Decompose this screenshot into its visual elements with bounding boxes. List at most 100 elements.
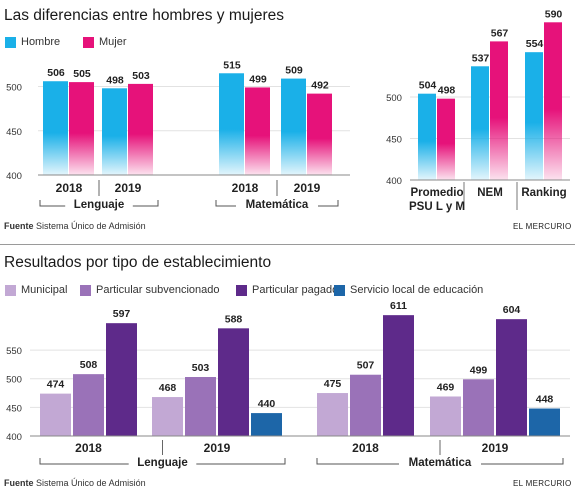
legend-item-hombre: Hombre xyxy=(5,36,60,48)
x-tick-0-line2: PSU L y M xyxy=(409,201,465,213)
data-label-particular-pagado-3: 604 xyxy=(503,304,521,316)
data-label-mujer-1: 503 xyxy=(132,70,150,82)
group-label-matematica: Matemática xyxy=(246,199,309,211)
legend-label-particular-pagado: Particular pagado xyxy=(252,284,339,296)
legend-swatch-particular-pagado xyxy=(236,284,247,296)
y-tick-450: 450 xyxy=(386,135,402,146)
bar-particular-subvencionado-2 xyxy=(350,374,381,436)
y-tick-500: 500 xyxy=(6,83,22,94)
data-label-hombre-2: 554 xyxy=(526,38,544,50)
bar-servicio-local-de-educacion-3 xyxy=(529,408,560,436)
bar-mujer-0 xyxy=(437,98,455,180)
group-label-lenguaje: Lenguaje xyxy=(137,457,187,469)
data-label-mujer-1: 567 xyxy=(491,27,509,39)
x-tick-0: 2018 xyxy=(56,181,83,195)
section-divider xyxy=(0,244,575,245)
y-tick-400: 400 xyxy=(6,171,22,182)
data-label-municipal-3: 469 xyxy=(437,381,455,393)
y-tick-500: 500 xyxy=(386,93,402,104)
section1-footer: Fuente Sistema Único de Admisión xyxy=(4,221,146,231)
data-label-hombre-2: 515 xyxy=(223,59,241,71)
data-label-particular-subvencionado-1: 503 xyxy=(192,362,210,374)
y-tick-450: 450 xyxy=(6,127,22,138)
x-tick-1: NEM xyxy=(477,187,503,199)
legend-label-mujer: Mujer xyxy=(99,36,127,48)
legend-item-particular-subvencionado: Particular subvencionado xyxy=(80,284,220,296)
data-label-mujer-2: 590 xyxy=(545,8,563,20)
legend-swatch-mujer xyxy=(83,36,94,48)
section1-title: Las diferencias entre hombres y mujeres xyxy=(4,7,284,24)
data-label-hombre-0: 504 xyxy=(419,80,437,92)
legend-label-hombre: Hombre xyxy=(21,36,61,48)
bar-municipal-3 xyxy=(430,396,461,436)
data-label-particular-subvencionado-2: 507 xyxy=(357,360,375,372)
y-tick-550: 550 xyxy=(6,346,22,357)
bar-hombre-0 xyxy=(43,81,68,175)
data-label-hombre-3: 509 xyxy=(285,65,303,77)
section1-brand: EL MERCURIO xyxy=(513,222,572,231)
group-label-matematica: Matemática xyxy=(409,457,472,469)
legend-item-servicio-local: Servicio local de educación xyxy=(334,284,483,296)
x-tick-1: 2019 xyxy=(115,181,142,195)
bar-mujer-1 xyxy=(490,41,508,180)
group-label-lenguaje: Lenguaje xyxy=(74,199,124,211)
bar-particular-pagado-1 xyxy=(218,328,249,436)
bar-hombre-2 xyxy=(525,52,543,180)
bar-particular-subvencionado-0 xyxy=(73,374,104,436)
chart-gender-subjects: 400 450 500 506 505 2018 498 503 2019 515 499 2018 5… xyxy=(6,59,350,211)
section2-footer: Fuente Sistema Único de Admisión xyxy=(4,478,146,488)
y-tick-400: 400 xyxy=(386,176,402,187)
bar-particular-subvencionado-1 xyxy=(185,377,216,436)
data-label-mujer-3: 492 xyxy=(311,80,329,92)
chart-gender-components: 400 450 500 504 498 537 567 554 590 Promedio PSU L… xyxy=(386,8,570,213)
data-label-municipal-2: 475 xyxy=(324,378,342,390)
group-label-bg-1 xyxy=(399,455,481,469)
bar-particular-pagado-2 xyxy=(383,315,414,436)
bar-mujer-3 xyxy=(307,93,332,175)
bar-mujer-1 xyxy=(128,83,153,175)
legend-item-municipal: Municipal xyxy=(5,284,67,296)
legend-swatch-hombre xyxy=(5,36,16,48)
bar-mujer-2 xyxy=(544,22,562,180)
data-label-particular-subvencionado-3: 499 xyxy=(470,364,488,376)
data-label-mujer-0: 505 xyxy=(73,68,91,80)
legend-swatch-municipal xyxy=(5,284,16,296)
legend-swatch-servicio-local xyxy=(334,284,345,296)
x-tick-3: 2019 xyxy=(294,181,321,195)
x-tick-2: 2018 xyxy=(232,181,259,195)
bar-hombre-1 xyxy=(102,88,127,175)
bar-hombre-2 xyxy=(219,73,244,175)
legend-label-municipal: Municipal xyxy=(21,284,68,296)
data-label-servicio-local-de-educacion-1: 440 xyxy=(258,398,276,410)
legend-item-mujer: Mujer xyxy=(83,36,127,48)
bar-municipal-1 xyxy=(152,397,183,436)
y-tick-450: 450 xyxy=(6,403,22,414)
x-tick-2: 2018 xyxy=(352,441,379,455)
data-label-particular-pagado-1: 588 xyxy=(225,313,243,325)
chart-school-types: 400 450 500 550 474 508 597 2018 468 503 588 440 201… xyxy=(6,300,570,469)
x-tick-1: 2019 xyxy=(204,441,231,455)
section2-brand: EL MERCURIO xyxy=(513,479,572,488)
data-label-particular-pagado-2: 611 xyxy=(390,300,407,312)
data-label-hombre-0: 506 xyxy=(47,67,65,79)
x-tick-0: 2018 xyxy=(75,441,102,455)
y-tick-500: 500 xyxy=(6,375,22,386)
data-label-mujer-2: 499 xyxy=(249,73,267,85)
section2-title: Resultados por tipo de establecimiento xyxy=(4,254,272,271)
x-tick-2: Ranking xyxy=(521,187,566,199)
section1-footer-text: Sistema Único de Admisión xyxy=(36,221,146,231)
data-label-hombre-1: 498 xyxy=(106,74,124,86)
bar-hombre-3 xyxy=(281,78,306,175)
y-tick-400: 400 xyxy=(6,432,22,443)
section2-footer-text: Sistema Único de Admisión xyxy=(36,478,146,488)
section2-footer-label: Fuente xyxy=(4,478,34,488)
data-label-municipal-0: 474 xyxy=(47,379,65,391)
bar-hombre-0 xyxy=(418,93,436,180)
section1-footer-label: Fuente xyxy=(4,221,34,231)
legend-label-particular-subvencionado: Particular subvencionado xyxy=(96,284,220,296)
data-label-particular-subvencionado-0: 508 xyxy=(80,359,98,371)
data-label-particular-pagado-0: 597 xyxy=(113,308,131,320)
bar-servicio-local-de-educacion-1 xyxy=(251,413,282,436)
data-label-hombre-1: 537 xyxy=(472,52,490,64)
legend-item-particular-pagado: Particular pagado xyxy=(236,284,338,296)
